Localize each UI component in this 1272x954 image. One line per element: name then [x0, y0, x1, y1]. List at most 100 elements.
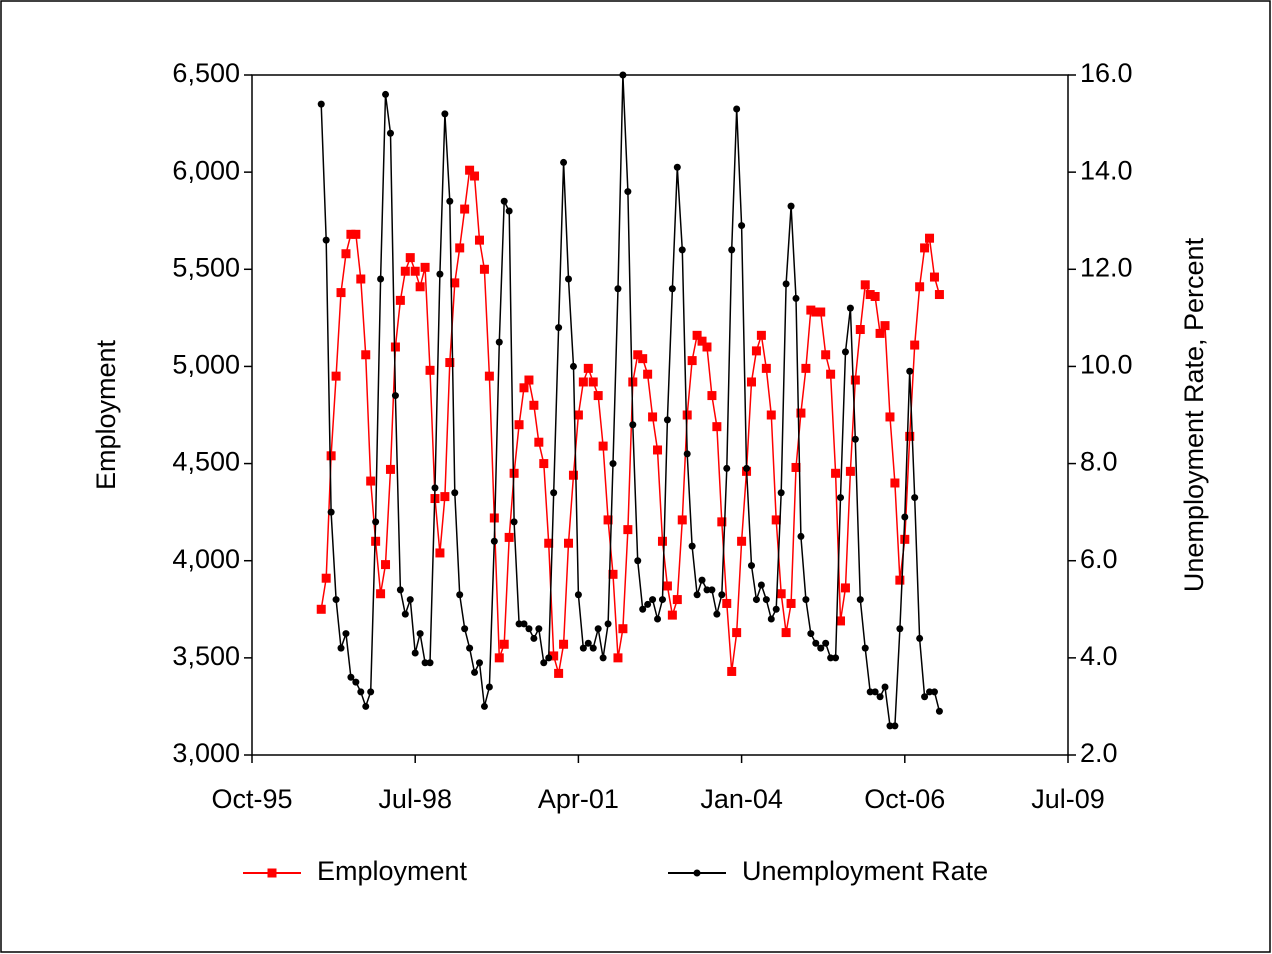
x-tick-label: Jul-98: [378, 784, 452, 814]
point: [880, 321, 890, 331]
point: [910, 340, 920, 350]
point: [400, 266, 410, 276]
point: [431, 484, 439, 492]
point: [807, 630, 815, 638]
point: [786, 598, 796, 608]
point: [707, 391, 717, 401]
point: [756, 330, 766, 340]
y2-tick-label: 10.0: [1080, 350, 1133, 380]
point: [519, 383, 529, 393]
point: [623, 525, 633, 535]
point: [436, 270, 444, 278]
point: [321, 573, 331, 583]
point: [772, 605, 780, 613]
point: [347, 673, 355, 681]
point: [599, 654, 607, 662]
y-tick-label: 6,500: [172, 58, 240, 88]
point: [717, 517, 727, 527]
point: [500, 197, 508, 205]
point: [916, 634, 924, 642]
point: [901, 513, 909, 521]
y2-axis-label: Unemployment Rate, Percent: [1179, 237, 1209, 592]
point: [495, 338, 503, 346]
point: [619, 71, 627, 79]
point: [915, 282, 925, 292]
point: [713, 610, 721, 618]
point: [367, 688, 375, 696]
point: [545, 654, 553, 662]
point: [327, 508, 335, 516]
point: [639, 605, 647, 613]
point: [921, 693, 929, 701]
point: [628, 377, 638, 387]
point: [579, 644, 587, 652]
point: [638, 354, 648, 364]
point: [420, 262, 430, 272]
y-tick-label: 5,000: [172, 350, 240, 380]
point: [787, 202, 795, 210]
point: [737, 536, 747, 546]
point: [352, 678, 360, 686]
point: [817, 644, 825, 652]
point: [529, 400, 539, 410]
point: [861, 644, 869, 652]
point: [385, 464, 395, 474]
point: [663, 416, 671, 424]
point: [395, 295, 405, 305]
point: [470, 171, 480, 181]
point: [337, 644, 345, 652]
point: [802, 596, 810, 604]
point: [603, 515, 613, 525]
point: [316, 604, 326, 614]
legend-marker: [693, 869, 701, 877]
point: [792, 294, 800, 302]
point: [574, 591, 582, 599]
point: [326, 451, 336, 461]
point: [658, 596, 666, 604]
point: [578, 377, 588, 387]
point: [643, 369, 653, 379]
point: [410, 266, 420, 276]
point: [568, 470, 578, 480]
point: [540, 659, 548, 667]
point: [866, 688, 874, 696]
point: [336, 288, 346, 298]
series-line: [320, 74, 941, 727]
legend-marker: [267, 868, 277, 878]
point: [593, 391, 603, 401]
point: [416, 630, 424, 638]
point: [504, 532, 514, 542]
y2-tick-label: 14.0: [1080, 155, 1133, 185]
point: [678, 246, 686, 254]
point: [569, 362, 577, 370]
point: [885, 412, 895, 422]
point: [629, 421, 637, 429]
point: [390, 342, 400, 352]
y-tick-label: 3,500: [172, 641, 240, 671]
point: [633, 350, 643, 360]
point: [687, 356, 697, 366]
y2-tick-label: 4.0: [1080, 641, 1118, 671]
point: [776, 589, 786, 599]
point: [524, 375, 534, 385]
point: [871, 688, 879, 696]
y-tick-label: 4,500: [172, 447, 240, 477]
y-tick-label: 5,500: [172, 252, 240, 282]
point: [505, 207, 513, 215]
point: [801, 363, 811, 373]
point: [648, 412, 658, 422]
point: [895, 575, 905, 585]
point: [856, 596, 864, 604]
point: [573, 410, 583, 420]
point: [331, 371, 341, 381]
point: [870, 291, 880, 301]
point: [382, 90, 390, 98]
point: [771, 515, 781, 525]
point: [624, 188, 632, 196]
point: [341, 249, 351, 259]
legend-label: Employment: [317, 856, 468, 886]
point: [761, 363, 771, 373]
point: [555, 324, 563, 332]
point: [584, 639, 592, 647]
point: [317, 100, 325, 108]
